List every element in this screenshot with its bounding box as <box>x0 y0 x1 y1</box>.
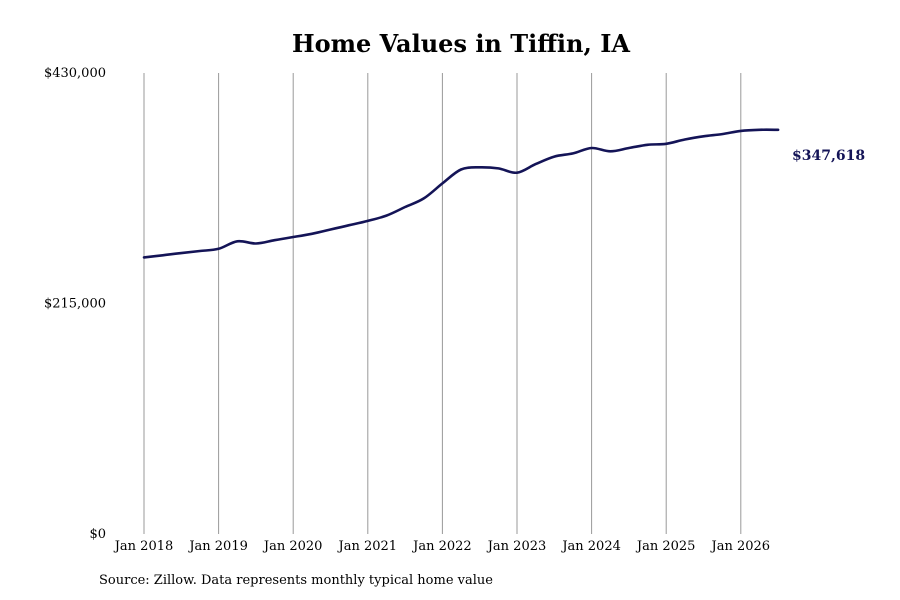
x-tick-label: Jan 2018 <box>113 539 174 554</box>
y-tick-label: $0 <box>89 527 106 542</box>
chart-title: Home Values in Tiffin, IA <box>292 29 630 58</box>
y-axis-ticks: $0 $215,000 $430,000 <box>44 66 106 542</box>
series-line <box>142 128 780 259</box>
x-tick-label: Jan 2023 <box>486 539 547 554</box>
y-tick-label: $215,000 <box>44 297 106 312</box>
x-tick-label: Jan 2026 <box>710 539 771 554</box>
x-tick-label: Jan 2019 <box>187 539 248 554</box>
x-tick-label: Jan 2024 <box>560 539 621 554</box>
end-value-label: $347,618 <box>792 148 865 164</box>
x-tick-label: Jan 2025 <box>635 539 696 554</box>
grid-lines <box>143 73 742 534</box>
x-tick-label: Jan 2022 <box>411 539 472 554</box>
source-note: Source: Zillow. Data represents monthly … <box>99 573 493 588</box>
x-tick-label: Jan 2021 <box>337 539 398 554</box>
y-tick-label: $430,000 <box>44 66 106 81</box>
x-tick-label: Jan 2020 <box>262 539 323 554</box>
x-axis-ticks: Jan 2018 Jan 2019 Jan 2020 Jan 2021 Jan 2022… <box>113 539 770 554</box>
